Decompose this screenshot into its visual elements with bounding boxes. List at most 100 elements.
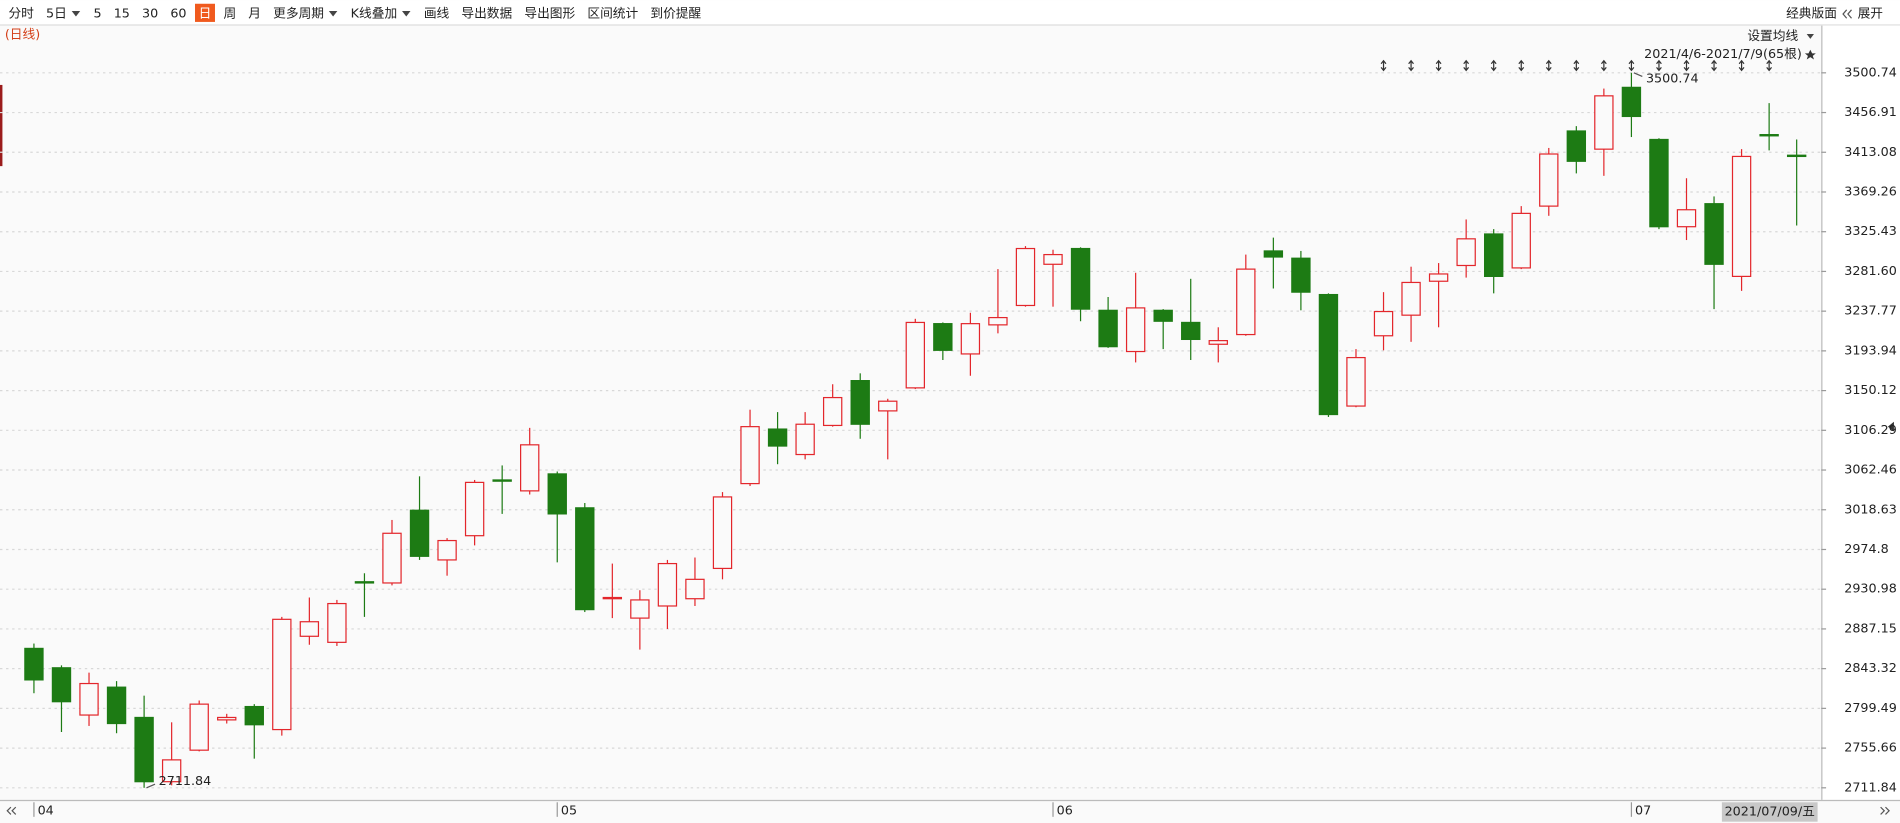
event-marker[interactable] — [1518, 59, 1525, 72]
candle-body — [51, 667, 72, 703]
toolbar-item[interactable]: 分时 — [8, 6, 34, 21]
event-marker[interactable] — [1435, 59, 1442, 72]
candle-body — [1566, 130, 1587, 162]
toolbar-item[interactable]: 画线 — [424, 6, 450, 21]
y-tick-label: 2974.8 — [1844, 541, 1889, 556]
toolbar-item[interactable]: K线叠加 — [351, 6, 398, 21]
candle-body — [217, 716, 237, 721]
chevron-icon[interactable] — [1842, 9, 1852, 19]
candle-body — [1153, 309, 1173, 322]
scroll-right[interactable] — [1880, 806, 1890, 815]
candle-body — [244, 705, 264, 726]
candle-body — [1181, 321, 1201, 341]
x-tick-label: 05 — [561, 802, 577, 817]
candle-body — [878, 400, 898, 412]
dropdown-icon[interactable] — [1806, 34, 1814, 39]
toolbar-right-item[interactable]: 经典版面 — [1786, 6, 1837, 21]
event-marker[interactable] — [1600, 59, 1607, 72]
candle-body — [1373, 310, 1394, 337]
candle-body — [1346, 356, 1366, 407]
candle-body — [988, 316, 1008, 326]
dropdown-icon[interactable] — [328, 11, 338, 17]
price-axis-panel — [1821, 25, 1900, 800]
candle-body — [1401, 281, 1421, 316]
candle-body — [575, 507, 595, 611]
candle-body — [464, 481, 485, 537]
min-pointer — [146, 783, 156, 789]
candle-body — [1704, 203, 1724, 265]
candle-body — [409, 509, 430, 557]
candle-body — [1511, 212, 1531, 269]
dropdown-icon[interactable] — [71, 11, 81, 17]
toolbar-item[interactable]: 5 — [94, 6, 102, 21]
toolbar-item[interactable]: 30 — [142, 6, 158, 21]
candle-body — [1263, 250, 1284, 258]
event-marker[interactable] — [1545, 59, 1552, 72]
toolbar-right-item[interactable]: 展开 — [1858, 6, 1884, 21]
event-marker[interactable] — [1463, 59, 1470, 72]
y-tick-label: 3106.29 — [1844, 422, 1897, 437]
max-pointer — [1633, 72, 1643, 78]
y-tick-label: 3018.63 — [1844, 501, 1897, 516]
toolbar-item[interactable]: 周 — [223, 6, 236, 21]
candle-body — [630, 599, 650, 619]
y-tick-label: 2755.66 — [1844, 740, 1897, 755]
ma-setting[interactable]: 设置均线 — [1747, 28, 1798, 43]
candle-body — [1208, 340, 1228, 345]
y-tick-label: 3193.94 — [1844, 342, 1897, 357]
candle-body — [1098, 309, 1118, 348]
y-tick-label: 3325.43 — [1844, 223, 1897, 238]
event-marker[interactable] — [1656, 59, 1662, 72]
pin-icon[interactable] — [1804, 49, 1816, 60]
event-marker[interactable] — [1380, 59, 1387, 72]
event-marker[interactable] — [1738, 59, 1745, 72]
scroll-left[interactable] — [6, 806, 17, 815]
candle-body — [1428, 273, 1449, 282]
candle-body — [520, 444, 540, 492]
event-marker[interactable] — [1711, 59, 1717, 72]
y-tick-label: 3281.60 — [1844, 263, 1897, 278]
candle-body — [189, 703, 209, 751]
toolbar-item[interactable]: 区间统计 — [587, 6, 638, 21]
y-tick-label: 3413.08 — [1844, 144, 1897, 159]
candle-body — [1236, 268, 1256, 336]
candle-body — [712, 496, 733, 570]
toolbar-item[interactable]: 到价提醒 — [650, 6, 701, 21]
toolbar-item[interactable]: 月 — [248, 6, 261, 21]
candle-body — [822, 396, 843, 427]
candle-body — [299, 621, 320, 637]
toolbar-item[interactable]: 导出图形 — [524, 6, 575, 21]
candle-body — [24, 647, 44, 681]
y-tick-label: 3369.26 — [1844, 183, 1897, 198]
event-marker[interactable] — [1766, 59, 1773, 72]
toolbar-item[interactable]: 更多周期 — [273, 6, 324, 21]
toolbar-item[interactable]: 60 — [170, 6, 186, 21]
candle-body — [1456, 238, 1476, 267]
event-marker[interactable] — [1628, 59, 1635, 72]
side-indicator — [0, 84, 3, 167]
toolbar-item[interactable]: 导出数据 — [461, 6, 512, 21]
event-marker[interactable] — [1490, 59, 1497, 72]
toolbar-item[interactable]: 日 — [199, 6, 212, 21]
candle-body — [657, 562, 678, 607]
toolbar — [0, 0, 1900, 25]
y-tick-label: 2799.49 — [1844, 700, 1897, 715]
candle-body — [1759, 134, 1779, 137]
toolbar-item[interactable]: 5日 — [46, 6, 67, 21]
candle-body — [1621, 86, 1642, 118]
candle-body — [106, 686, 127, 725]
candle-body — [1125, 307, 1146, 353]
candle-body — [1318, 293, 1339, 416]
candle-body — [1731, 155, 1752, 278]
toolbar-item[interactable]: 15 — [114, 6, 130, 21]
x-tick-label: 07 — [1635, 802, 1651, 817]
candle-body — [1594, 95, 1614, 150]
dropdown-icon[interactable] — [402, 11, 411, 17]
candle-body — [1649, 138, 1669, 228]
event-marker[interactable] — [1683, 59, 1690, 72]
candle-body — [602, 596, 623, 600]
y-tick-label: 2887.15 — [1844, 620, 1897, 635]
event-marker[interactable] — [1408, 59, 1414, 72]
event-marker[interactable] — [1573, 59, 1580, 72]
